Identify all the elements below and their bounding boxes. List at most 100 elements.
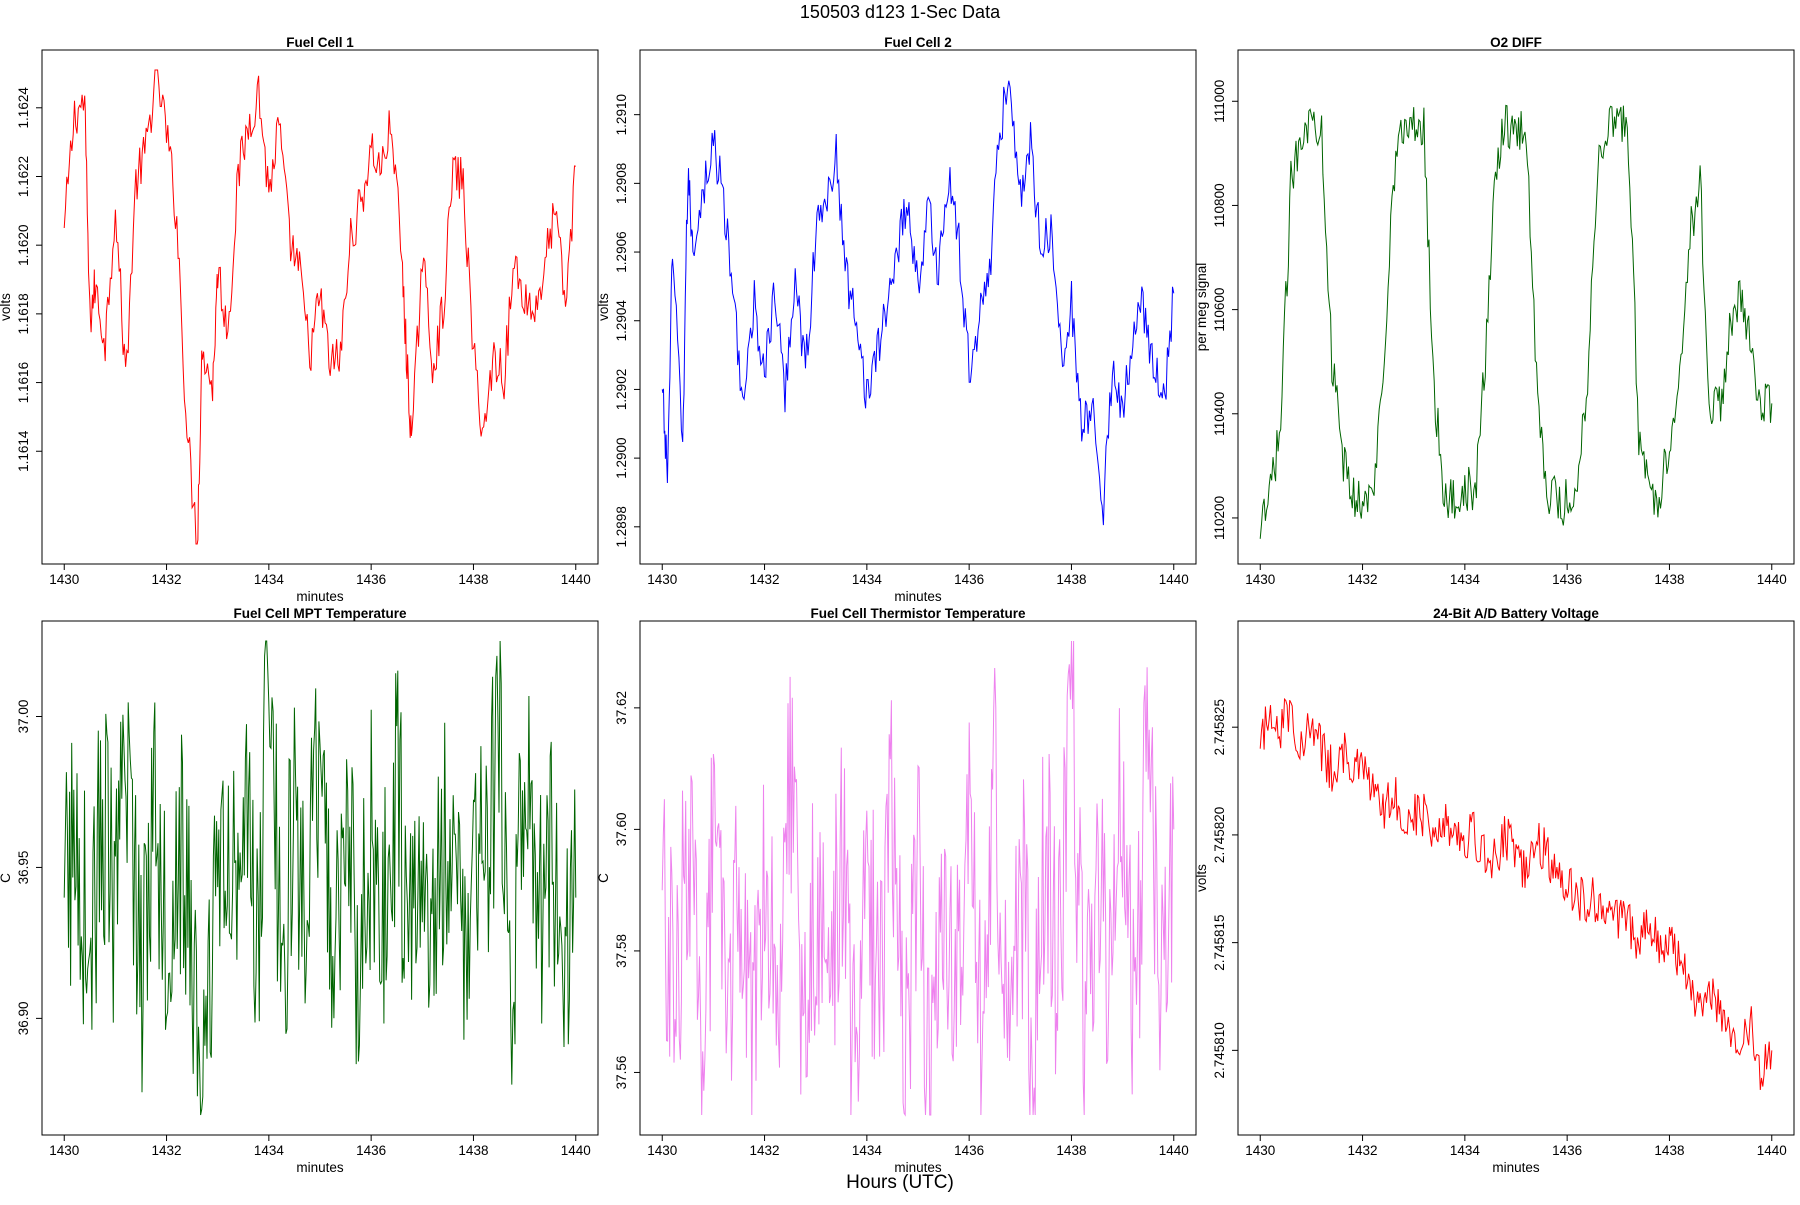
plot-frame bbox=[639, 49, 1197, 565]
y-tick-label: 111000 bbox=[1212, 80, 1227, 123]
x-tick-label: 1438 bbox=[458, 572, 488, 587]
x-tick-label: 1432 bbox=[152, 1143, 182, 1158]
y-tick-label: 37.62 bbox=[614, 691, 629, 725]
panel-5: Fuel Cell Thermistor Temperature 1430 1432… bbox=[596, 606, 1197, 1175]
y-tick-label: 1.2902 bbox=[614, 369, 629, 410]
y-tick-label: 1.1616 bbox=[16, 362, 31, 403]
x-tick-label: 1440 bbox=[1757, 572, 1787, 587]
x-axis-label: minutes bbox=[296, 589, 344, 604]
panel-title: Fuel Cell Thermistor Temperature bbox=[810, 606, 1026, 621]
y-tick-label: 1.2904 bbox=[614, 300, 629, 342]
x-axis-label: minutes bbox=[296, 1160, 344, 1175]
y-axis-label: per meg signal bbox=[1194, 263, 1209, 352]
x-tick-label: 1438 bbox=[1654, 1143, 1684, 1158]
y-tick-label: 110800 bbox=[1212, 183, 1227, 227]
x-tick-label: 1434 bbox=[852, 1143, 883, 1158]
series-line bbox=[661, 80, 1175, 526]
x-tick-label: 1440 bbox=[1159, 1143, 1189, 1158]
x-tick-label: 1438 bbox=[1654, 572, 1684, 587]
panel-2: Fuel Cell 2 1430 1432 1434 1436 1438 1440 minut… bbox=[596, 35, 1197, 604]
x-tick-label: 1436 bbox=[1552, 572, 1582, 587]
x-tick-label: 1434 bbox=[1450, 572, 1481, 587]
panel-title: O2 DIFF bbox=[1490, 35, 1542, 50]
y-tick-label: 2.745810 bbox=[1212, 1022, 1227, 1078]
plot-frame bbox=[41, 620, 599, 1136]
x-tick-label: 1438 bbox=[1056, 572, 1086, 587]
y-axis-label: C bbox=[596, 873, 611, 883]
x-tick-label: 1436 bbox=[1552, 1143, 1582, 1158]
x-tick-label: 1440 bbox=[1159, 572, 1189, 587]
x-tick-label: 1438 bbox=[1056, 1143, 1086, 1158]
y-tick-label: 1.2910 bbox=[614, 94, 629, 135]
series-line bbox=[63, 640, 577, 1116]
y-tick-label: 1.2908 bbox=[614, 163, 629, 204]
series-line bbox=[661, 640, 1175, 1117]
x-tick-label: 1440 bbox=[561, 1143, 591, 1158]
y-tick-label: 1.1624 bbox=[16, 87, 31, 129]
series-line bbox=[1259, 697, 1773, 1091]
y-tick-label: 37.56 bbox=[614, 1056, 629, 1090]
x-tick-label: 1438 bbox=[458, 1143, 488, 1158]
y-axis-label: volts bbox=[0, 293, 13, 321]
x-tick-label: 1430 bbox=[647, 572, 677, 587]
panel-title: Fuel Cell 2 bbox=[884, 35, 952, 50]
x-tick-label: 1432 bbox=[1348, 572, 1378, 587]
x-axis-label: minutes bbox=[894, 589, 942, 604]
y-axis-label: volts bbox=[596, 293, 611, 321]
panel-title: 24-Bit A/D Battery Voltage bbox=[1433, 606, 1599, 621]
panel-1: Fuel Cell 1 1430 1432 1434 1436 1438 1440 minut… bbox=[0, 35, 599, 604]
x-axis-label: minutes bbox=[894, 1160, 942, 1175]
y-tick-label: 110200 bbox=[1212, 496, 1227, 540]
y-tick-label: 36.95 bbox=[16, 851, 31, 885]
y-tick-label: 110600 bbox=[1212, 288, 1227, 332]
y-tick-label: 37.00 bbox=[16, 700, 31, 734]
y-tick-label: 2.745825 bbox=[1212, 699, 1227, 755]
x-tick-label: 1430 bbox=[49, 572, 79, 587]
plot-frame bbox=[41, 49, 599, 565]
y-tick-label: 1.2900 bbox=[614, 437, 629, 478]
series-line bbox=[1259, 104, 1773, 539]
x-tick-label: 1430 bbox=[1245, 572, 1275, 587]
y-tick-label: 1.2906 bbox=[614, 231, 629, 272]
x-tick-label: 1436 bbox=[954, 572, 984, 587]
x-tick-label: 1432 bbox=[750, 572, 780, 587]
panel-title: Fuel Cell 1 bbox=[286, 35, 354, 50]
x-tick-label: 1432 bbox=[152, 572, 182, 587]
x-tick-label: 1432 bbox=[1348, 1143, 1378, 1158]
y-tick-label: 2.745820 bbox=[1212, 807, 1227, 863]
x-tick-label: 1436 bbox=[356, 572, 386, 587]
y-tick-label: 1.1620 bbox=[16, 225, 31, 266]
x-tick-label: 1430 bbox=[1245, 1143, 1275, 1158]
x-tick-label: 1440 bbox=[1757, 1143, 1787, 1158]
y-axis-label: volts bbox=[1194, 864, 1209, 892]
y-axis-label: C bbox=[0, 873, 13, 883]
page-x-axis-label: Hours (UTC) bbox=[846, 1172, 954, 1193]
x-tick-label: 1432 bbox=[750, 1143, 780, 1158]
panel-title: Fuel Cell MPT Temperature bbox=[233, 606, 407, 621]
y-tick-label: 110400 bbox=[1212, 392, 1227, 436]
y-tick-label: 1.1622 bbox=[16, 156, 31, 197]
x-tick-label: 1436 bbox=[356, 1143, 386, 1158]
panel-3: O2 DIFF 1430 1432 1434 1436 1438 1440 110200 110… bbox=[1194, 35, 1795, 587]
x-tick-label: 1430 bbox=[647, 1143, 677, 1158]
y-tick-label: 36.90 bbox=[16, 1001, 31, 1035]
x-axis-label: minutes bbox=[1492, 1160, 1540, 1175]
x-tick-label: 1434 bbox=[254, 572, 285, 587]
plot-frame bbox=[1237, 620, 1795, 1136]
y-tick-label: 37.60 bbox=[614, 812, 629, 846]
x-tick-label: 1434 bbox=[254, 1143, 285, 1158]
x-tick-label: 1440 bbox=[561, 572, 591, 587]
y-tick-label: 1.1618 bbox=[16, 293, 31, 334]
y-tick-label: 37.58 bbox=[614, 934, 629, 968]
y-tick-label: 1.2898 bbox=[614, 506, 629, 547]
x-tick-label: 1430 bbox=[49, 1143, 79, 1158]
panel-4: Fuel Cell MPT Temperature 1430 1432 1434 143… bbox=[0, 606, 599, 1175]
y-tick-label: 1.1614 bbox=[16, 430, 31, 472]
x-tick-label: 1434 bbox=[1450, 1143, 1481, 1158]
page-title: 150503 d123 1-Sec Data bbox=[799, 2, 1001, 22]
x-tick-label: 1434 bbox=[852, 572, 883, 587]
y-tick-label: 2.745815 bbox=[1212, 914, 1227, 970]
x-tick-label: 1436 bbox=[954, 1143, 984, 1158]
